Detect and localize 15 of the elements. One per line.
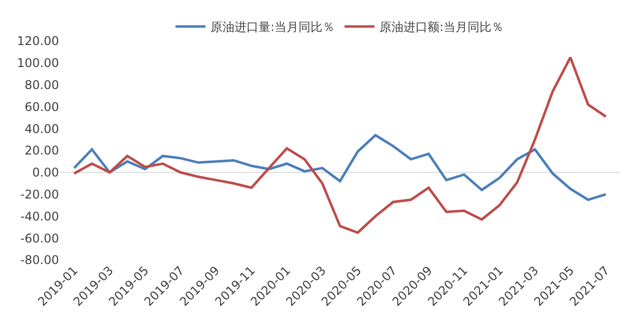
legend-label: 原油进口额:当月同比％	[380, 20, 504, 34]
y-tick-label: 80.00	[24, 78, 59, 92]
y-tick-label: 0.00	[32, 166, 59, 180]
legend-label: 原油进口量:当月同比％	[210, 20, 335, 34]
y-tick-label: -20.00	[20, 188, 59, 202]
line-series	[72, 56, 608, 234]
y-tick-label: 60.00	[24, 100, 59, 114]
line-series	[72, 134, 608, 202]
y-tick-label: 40.00	[24, 122, 59, 136]
y-tick-label: -80.00	[20, 253, 59, 268]
y-tick-label: 20.00	[24, 144, 59, 158]
y-tick-label: 100.00	[17, 56, 59, 70]
y-tick-label: -40.00	[20, 209, 59, 224]
y-tick-label: -60.00	[20, 231, 59, 246]
y-tick-label: 120.00	[17, 34, 59, 48]
